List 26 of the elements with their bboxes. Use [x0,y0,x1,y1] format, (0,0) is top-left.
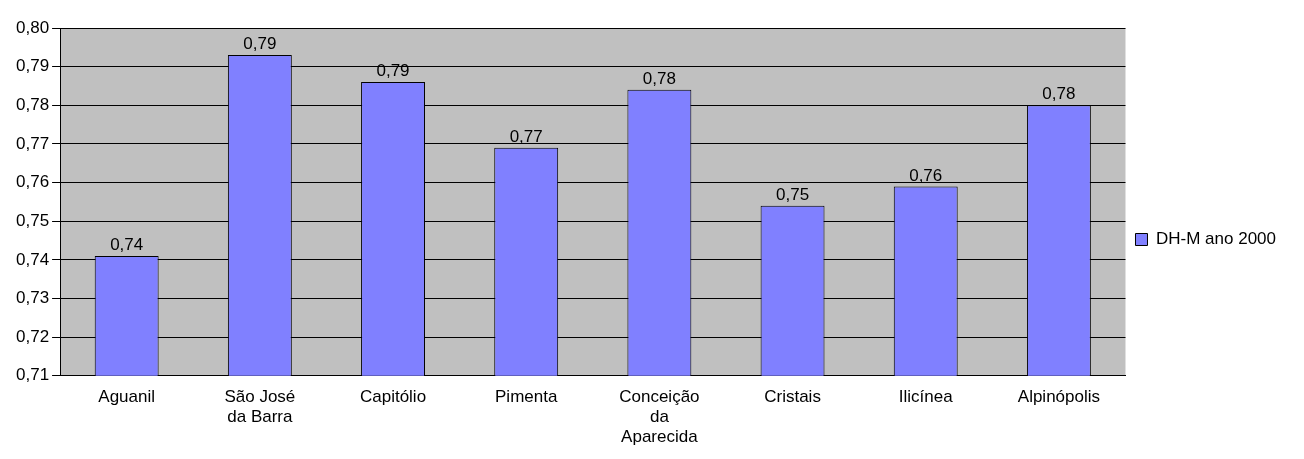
y-tick-label: 0,71 [15,365,50,385]
data-label: 0,77 [509,126,543,146]
x-tick-label: São José da Barra [224,386,296,427]
y-tick-label: 0,75 [15,210,50,230]
data-label: 0,78 [642,69,676,89]
y-tick-label: 0,72 [15,326,50,346]
x-tick-label: Aguanil [98,386,156,406]
x-tick-label: Capitólio [359,386,427,406]
legend-label: DH-M ano 2000 [1156,229,1277,249]
data-label: 0,78 [1042,84,1076,104]
y-tick-label: 0,73 [15,288,50,308]
data-label: 0,79 [243,34,277,54]
x-tick-label: Ilicínea [898,386,954,406]
data-label: 0,76 [909,165,943,185]
y-tick-label: 0,74 [15,249,50,269]
x-tick-label: Conceição da Aparecida [619,386,700,447]
y-tick-label: 0,77 [15,133,50,153]
y-tick-label: 0,78 [15,94,50,114]
data-label: 0,75 [776,184,810,204]
x-tick-label: Alpinópolis [1017,386,1101,406]
x-tick-label: Pimenta [495,386,558,406]
y-tick-label: 0,80 [15,17,50,37]
x-tick-label: Cristais [764,386,821,406]
y-tick-label: 0,76 [15,172,50,192]
data-label: 0,74 [110,235,144,255]
y-tick-label: 0,79 [15,56,50,76]
